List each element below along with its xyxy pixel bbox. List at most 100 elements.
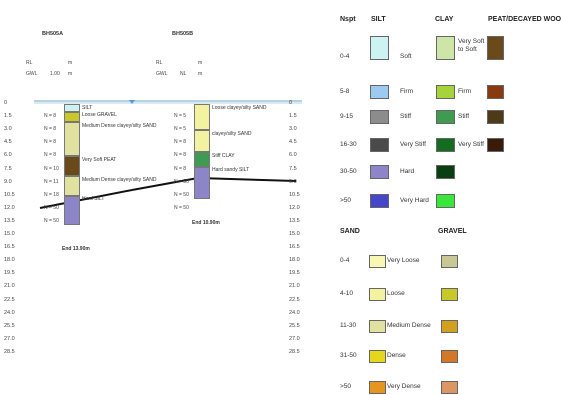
- depth-label-right: 21.0: [289, 283, 300, 290]
- borehole-layer: [64, 122, 80, 157]
- borehole-layer: [64, 176, 80, 196]
- depth-label-right: 24.0: [289, 309, 300, 316]
- legend-nspt-range: 0-4: [340, 257, 350, 264]
- borehole-layer: [194, 152, 210, 167]
- gwl-label: GWL: [156, 71, 168, 77]
- gwl-label: GWL: [26, 71, 38, 77]
- depth-label-right: 4.5: [289, 139, 297, 146]
- depth-label-left: 27.0: [4, 335, 15, 342]
- spt-n-value: N = 8: [44, 113, 57, 120]
- legend-sand-swatch: [369, 381, 386, 394]
- depth-label-right: 0: [289, 100, 293, 106]
- legend-peat-swatch: [487, 85, 504, 99]
- rl-label: RL: [156, 60, 163, 66]
- legend-clay-header: CLAY: [435, 16, 454, 23]
- layer-description: Medium Dense clayey/silty SAND: [82, 122, 157, 129]
- layer-description: Very Soft PEAT: [82, 156, 117, 163]
- depth-label-right: 6.0: [289, 152, 297, 159]
- depth-label-right: 12.0: [289, 204, 300, 211]
- legend-silt-swatch: [370, 138, 389, 152]
- interpreted-layer-boundary: [197, 177, 297, 182]
- legend-nspt-range: 4-10: [340, 290, 354, 297]
- legend-peat-swatch: [487, 138, 504, 152]
- legend-density-label: Dense: [387, 352, 406, 359]
- borehole-layer: [194, 130, 210, 153]
- legend-silt-consistency: Very Hard: [400, 197, 429, 204]
- legend-sand-header: SAND: [340, 228, 360, 235]
- legend-sand-swatch: [369, 255, 386, 268]
- depth-label-right: 22.5: [289, 296, 300, 303]
- water-table-marker: [129, 100, 135, 104]
- legend-silt-swatch: [370, 85, 389, 99]
- legend-nspt-range: >50: [340, 197, 352, 204]
- spt-n-value: N = 8: [44, 152, 57, 159]
- legend-silt-consistency: Soft: [400, 53, 412, 60]
- legend-nspt-range: 30-50: [340, 168, 357, 175]
- legend-nspt-range: 5-8: [340, 88, 350, 95]
- depth-label-left: 1.5: [4, 113, 12, 120]
- legend-density-label: Very Dense: [387, 383, 421, 390]
- legend-gravel-swatch: [441, 320, 458, 333]
- spt-n-value: N = 50: [174, 191, 189, 198]
- borehole-layer: [194, 104, 210, 131]
- legend-clay-swatch: [436, 36, 455, 60]
- borehole-layer: [64, 195, 80, 226]
- legend-silt-consistency: Very Stiff: [400, 141, 426, 148]
- depth-label-right: 18.0: [289, 257, 300, 264]
- spt-n-value: N = 8: [174, 139, 187, 146]
- legend-peat-swatch: [487, 36, 504, 60]
- layer-description: SILT: [82, 104, 93, 111]
- borehole-title: BH505A: [42, 31, 64, 37]
- legend-density-label: Loose: [387, 290, 405, 297]
- legend-sand-swatch: [369, 288, 386, 301]
- legend-gravel-header: GRAVEL: [438, 228, 467, 235]
- depth-label-left: 22.5: [4, 296, 15, 303]
- layer-description: Medium Dense clayey/silty SAND: [82, 176, 157, 183]
- depth-label-right: 1.5: [289, 113, 297, 120]
- layer-description: Stiff CLAY: [212, 152, 235, 159]
- depth-label-left: 3.0: [4, 126, 12, 133]
- legend-density-label: Very Loose: [387, 257, 420, 264]
- legend-nspt-range: 31-50: [340, 352, 357, 359]
- legend-silt-swatch: [370, 110, 389, 124]
- spt-n-value: N = 50: [174, 204, 189, 211]
- spt-n-value: N = 8: [44, 139, 57, 146]
- spt-n-value: N = 5: [174, 113, 187, 120]
- borehole-layer: [64, 104, 80, 112]
- depth-label-right: 15.0: [289, 231, 300, 237]
- spt-n-value: N = 8: [44, 126, 57, 133]
- borehole-layer: [64, 156, 80, 177]
- rl-unit: m: [198, 60, 203, 66]
- depth-label-left: 24.0: [4, 309, 15, 316]
- spt-n-value: N = 50: [44, 204, 59, 211]
- legend-clay-consistency: Very Soft to Soft: [458, 38, 485, 54]
- depth-label-right: 25.5: [289, 322, 300, 329]
- legend-nspt-range: 0-4: [340, 53, 350, 60]
- spt-n-value: N = 11: [44, 178, 59, 185]
- legend-clay-consistency: Very Stiff: [458, 141, 484, 148]
- legend-clay-swatch: [436, 165, 455, 179]
- borehole-layer: [194, 166, 210, 200]
- interpreted-layer-boundary: [39, 189, 133, 209]
- spt-n-value: N = 50: [174, 178, 189, 185]
- borehole-layer: [64, 111, 80, 123]
- depth-label-left: 13.5: [4, 217, 15, 224]
- legend-silt-consistency: Hard: [400, 168, 415, 175]
- spt-n-value: N = 8: [174, 152, 187, 159]
- depth-label-left: 4.5: [4, 139, 12, 146]
- depth-label-right: 7.5: [289, 165, 297, 172]
- depth-label-left: 18.0: [4, 257, 15, 264]
- depth-label-left: 9.0: [4, 178, 12, 185]
- depth-label-left: 6.0: [4, 152, 12, 159]
- borehole-title: BH505B: [172, 31, 194, 37]
- legend-clay-swatch: [436, 138, 455, 152]
- interpreted-layer-boundary: [131, 177, 199, 191]
- legend-nspt-range: 9-15: [340, 113, 354, 120]
- depth-label-left: 21.0: [4, 283, 15, 290]
- depth-label-left: 28.5: [4, 348, 15, 355]
- legend-gravel-swatch: [441, 381, 458, 394]
- legend-silt-consistency: Firm: [400, 88, 413, 95]
- layer-description: Hard sandy SILT: [212, 167, 250, 174]
